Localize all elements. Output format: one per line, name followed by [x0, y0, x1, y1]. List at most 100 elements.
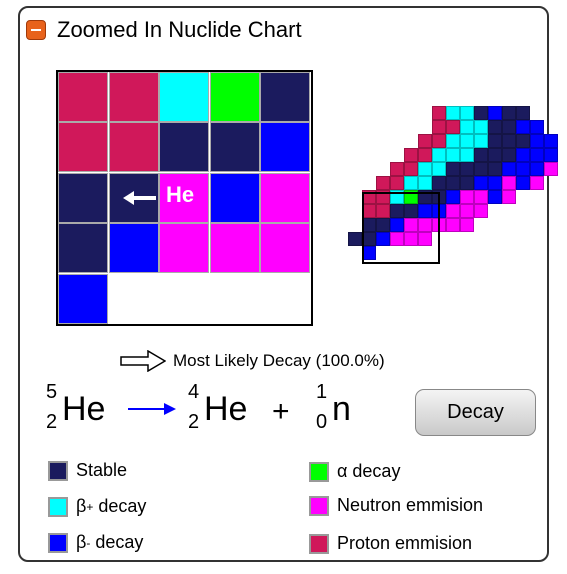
overview-cell [418, 204, 432, 218]
overview-cell [502, 162, 516, 176]
nuclide-cell[interactable] [159, 223, 210, 274]
legend-item-proton: Proton emmision [309, 533, 472, 554]
nuclide-overview-chart[interactable] [348, 106, 558, 266]
overview-cell [446, 162, 460, 176]
overview-cell [530, 176, 544, 190]
overview-cell [390, 176, 404, 190]
overview-cell [474, 162, 488, 176]
legend-label: Proton emmision [337, 533, 473, 553]
nuclide-cell[interactable] [209, 122, 260, 173]
overview-cell [460, 120, 474, 134]
overview-cell [362, 218, 376, 232]
zoomed-nuclide-grid[interactable] [56, 70, 313, 326]
overview-cell [390, 162, 404, 176]
overview-cell [502, 176, 516, 190]
emitted-mass-number: 1 [316, 381, 328, 403]
nuclide-cell[interactable] [58, 273, 108, 324]
overview-cell [390, 204, 404, 218]
nuclide-cell[interactable] [209, 223, 260, 274]
overview-cell [432, 190, 446, 204]
overview-cell [362, 246, 376, 260]
overview-cell [362, 204, 376, 218]
overview-cell [460, 148, 474, 162]
overview-cell [516, 176, 530, 190]
overview-cell [474, 134, 488, 148]
overview-cell [544, 148, 558, 162]
decay-button[interactable]: Decay [415, 389, 536, 436]
legend-label: Stable [76, 460, 128, 480]
nuclide-cell[interactable] [58, 122, 108, 173]
overview-cell [460, 190, 474, 204]
nuclide-cell[interactable] [159, 72, 210, 122]
nuclide-cell[interactable] [260, 122, 311, 173]
overview-cell [516, 120, 530, 134]
overview-cell [432, 120, 446, 134]
overview-cell [446, 148, 460, 162]
overview-cell [418, 176, 432, 190]
legend-superscript: - [86, 535, 91, 550]
nuclide-cell[interactable] [260, 172, 311, 223]
nuclide-cell[interactable] [159, 122, 210, 173]
nuclide-cell[interactable] [209, 172, 260, 223]
overview-cell [502, 120, 516, 134]
overview-cell [516, 134, 530, 148]
overview-cell [376, 204, 390, 218]
overview-cell [418, 148, 432, 162]
legend-swatch [309, 461, 329, 482]
collapse-icon[interactable] [26, 20, 46, 40]
nuclide-cell[interactable] [260, 72, 311, 122]
nuclide-cell[interactable] [260, 223, 311, 274]
overview-cell [376, 176, 390, 190]
nuclide-cell[interactable] [209, 72, 260, 122]
overview-cell [460, 134, 474, 148]
nuclide-cell[interactable] [108, 72, 159, 122]
legend-item-neutron: Neutron emmision [309, 495, 483, 516]
overview-cell [348, 232, 362, 246]
overview-cell [446, 190, 460, 204]
legend-swatch [48, 496, 68, 517]
legend-swatch [48, 532, 68, 553]
nuclide-cell[interactable] [108, 122, 159, 173]
overview-cell [404, 218, 418, 232]
overview-cell [488, 162, 502, 176]
overview-cell [404, 190, 418, 204]
nuclide-cell[interactable] [159, 172, 210, 223]
overview-cell [530, 148, 544, 162]
overview-cell [362, 232, 376, 246]
overview-cell [488, 176, 502, 190]
overview-cell [446, 204, 460, 218]
overview-cell [488, 148, 502, 162]
nuclide-cell[interactable] [58, 72, 108, 122]
overview-cell [418, 190, 432, 204]
overview-cell [488, 106, 502, 120]
overview-cell [404, 162, 418, 176]
overview-cell [460, 204, 474, 218]
nuclide-cell[interactable] [108, 223, 159, 274]
overview-cell [460, 218, 474, 232]
overview-cell [376, 190, 390, 204]
overview-cell [418, 134, 432, 148]
nuclide-cell[interactable] [58, 172, 108, 223]
legend-item-beta-plus: β + decay [48, 496, 146, 517]
overview-cell [474, 176, 488, 190]
nuclide-cell[interactable] [58, 223, 108, 274]
overview-cell [530, 162, 544, 176]
overview-cell [474, 204, 488, 218]
overview-cell [376, 218, 390, 232]
overview-cell [474, 190, 488, 204]
selected-nuclide-label: He [166, 182, 195, 207]
overview-cell [390, 232, 404, 246]
overview-cell [418, 162, 432, 176]
overview-cell [432, 204, 446, 218]
daughter-nuclide: 4 2 He [188, 382, 258, 436]
parent-atomic-number: 2 [46, 411, 58, 433]
nuclide-cell[interactable] [108, 172, 159, 223]
overview-cell [530, 134, 544, 148]
legend-swatch [309, 533, 329, 554]
legend-label: β [76, 496, 87, 516]
overview-cell [418, 218, 432, 232]
legend-label: Neutron emmision [337, 495, 484, 515]
overview-cell [376, 232, 390, 246]
legend-item-beta-minus: β- decay [48, 532, 143, 553]
legend-superscript: + [86, 499, 94, 514]
